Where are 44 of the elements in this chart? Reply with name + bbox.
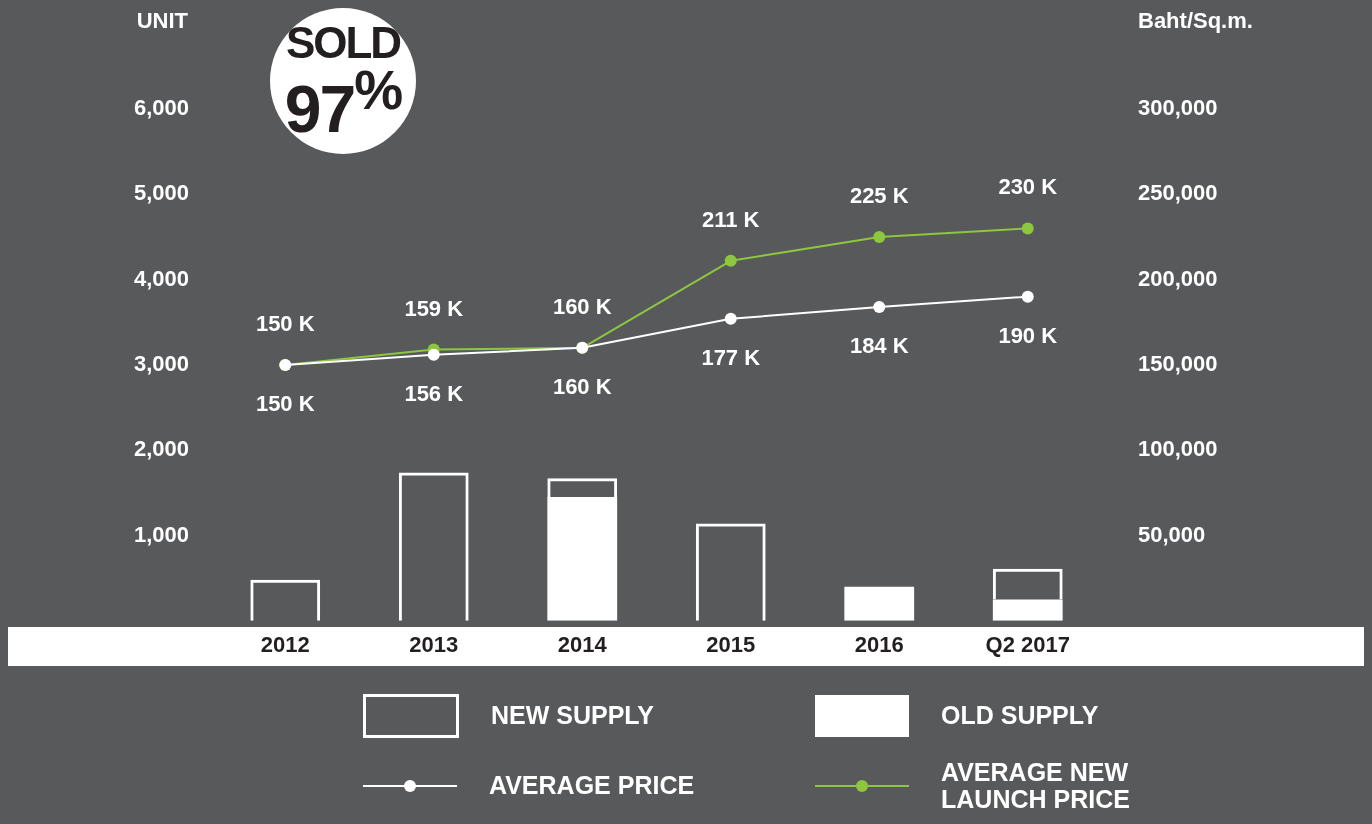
point: [873, 300, 886, 313]
y2-tick-label: 250,000: [1138, 180, 1218, 206]
y2-tick-label: 200,000: [1138, 265, 1218, 291]
y2-tick-label: 100,000: [1138, 436, 1218, 462]
data-label: 211 K: [702, 206, 760, 232]
legend-label: AVERAGE PRICE: [489, 771, 696, 800]
x-tick-label: 2014: [557, 632, 608, 658]
point: [427, 348, 440, 361]
y-tick-label: 2,000: [133, 436, 189, 462]
data-label: 177 K: [701, 344, 761, 370]
x-tick-label: 2013: [409, 632, 459, 658]
point: [873, 230, 886, 243]
legend-label: NEW SUPPLY: [491, 701, 655, 730]
y-axis-title: UNIT: [136, 8, 189, 34]
data-label: 184 K: [849, 332, 909, 358]
y-tick-label: 5,000: [133, 180, 189, 206]
point: [1021, 290, 1034, 303]
legend-label: AVERAGE NEW LAUNCH PRICE: [941, 757, 1131, 814]
data-label: 150 K: [255, 390, 315, 416]
data-label: 160 K: [552, 373, 612, 399]
data-label: 225 K: [849, 183, 909, 209]
data-label: 230 K: [998, 174, 1058, 200]
bar: [844, 586, 915, 621]
y2-axis-title: Baht/Sq.m.: [1138, 8, 1253, 34]
data-label: 160 K: [552, 293, 612, 319]
y-tick-label: 1,000: [133, 521, 189, 547]
data-label: 159 K: [404, 295, 464, 321]
y-tick-label: 3,000: [133, 350, 189, 376]
legend-label: OLD SUPPLY: [941, 701, 1100, 730]
y2-tick-label: 50,000: [1138, 521, 1206, 547]
x-tick-label: 2015: [706, 632, 756, 658]
x-tick-label: 2012: [260, 632, 310, 658]
data-label: 156 K: [404, 380, 464, 406]
point: [724, 254, 737, 267]
data-label: 190 K: [998, 322, 1058, 348]
y2-tick-label: 300,000: [1138, 95, 1218, 121]
point: [724, 312, 737, 325]
point: [1021, 222, 1034, 235]
x-tick-label: Q2 2017: [985, 632, 1070, 658]
y-tick-label: 4,000: [133, 265, 189, 291]
y2-tick-label: 150,000: [1138, 350, 1218, 376]
data-label: 150 K: [255, 310, 315, 336]
y-tick-label: 6,000: [133, 95, 189, 121]
x-tick-label: 2016: [854, 632, 904, 658]
